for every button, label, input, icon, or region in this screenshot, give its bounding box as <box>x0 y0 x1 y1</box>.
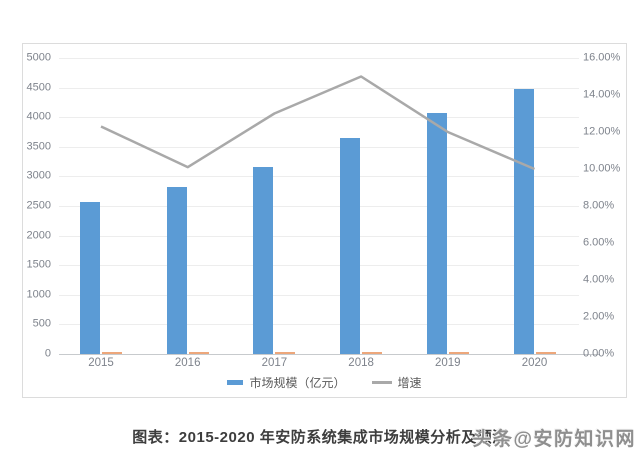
legend-item-growth: 增速 <box>371 374 422 391</box>
x-axis-label: 2019 <box>435 357 461 369</box>
near-zero-bar <box>535 352 556 354</box>
gridline <box>59 235 579 237</box>
market-scale-bar <box>513 88 534 354</box>
near-zero-bar <box>188 352 209 354</box>
left-axis-tick: 3500 <box>26 140 51 153</box>
x-axis-line <box>59 354 600 355</box>
line-swatch-icon <box>371 381 392 384</box>
right-axis-tick: 14.00% <box>583 88 621 101</box>
gridline <box>59 294 579 296</box>
right-axis-tick: 16.00% <box>583 51 621 64</box>
x-axis-label: 2017 <box>261 357 288 369</box>
market-scale-bar <box>253 166 274 354</box>
growth-line <box>100 75 535 171</box>
left-axis-tick: 2000 <box>26 229 51 242</box>
left-axis-tick: 1500 <box>26 258 51 271</box>
gridline <box>59 206 579 207</box>
chart-caption: 图表：2015-2020 年安防系统集成市场规模分析及预测 <box>132 429 508 446</box>
legend-item-market-scale: 市场规模（亿元） <box>227 374 346 391</box>
right-axis-tick: 10.00% <box>583 162 621 175</box>
gridline <box>59 146 579 148</box>
left-axis-tick: 4500 <box>26 81 51 94</box>
left-axis-tick: 500 <box>32 317 51 330</box>
market-scale-bar <box>426 113 447 354</box>
right-axis-tick: 6.00% <box>583 236 615 249</box>
gridline <box>59 58 579 59</box>
right-axis-tick: 4.00% <box>583 273 615 286</box>
x-axis-label: 2016 <box>174 357 201 369</box>
gridline <box>59 265 579 267</box>
left-axis-tick: 3000 <box>26 169 51 182</box>
near-zero-bar <box>448 352 469 354</box>
bar-swatch-icon <box>227 380 244 385</box>
legend: 市场规模（亿元） 增速 <box>23 374 626 391</box>
left-axis-tick: 0 <box>44 347 51 360</box>
market-scale-bar <box>166 187 187 354</box>
left-axis-tick: 5000 <box>26 51 51 64</box>
x-axis-label: 2020 <box>521 357 548 369</box>
left-axis-tick: 1000 <box>26 288 51 301</box>
right-axis-tick: 0.00% <box>583 347 615 360</box>
near-zero-bar <box>362 352 383 354</box>
legend-label-growth: 增速 <box>397 376 422 390</box>
right-axis-tick: 8.00% <box>583 199 615 212</box>
chart-panel: 市场规模（亿元） 增速 5000 4500 4000 3500 3000 2500 2000… <box>22 43 627 398</box>
legend-label-market-scale: 市场规模（亿元） <box>249 376 346 390</box>
gridline <box>59 324 579 326</box>
left-axis-tick: 4000 <box>26 110 51 123</box>
right-axis-tick: 2.00% <box>583 310 615 323</box>
gridline <box>59 87 579 89</box>
near-zero-bar <box>102 352 122 354</box>
near-zero-bar <box>275 352 296 354</box>
right-axis-tick: 12.00% <box>583 125 621 138</box>
x-axis-label: 2018 <box>348 357 374 369</box>
gridline <box>59 117 579 119</box>
gridline <box>59 176 579 178</box>
x-axis-label: 2015 <box>88 357 114 369</box>
market-scale-bar <box>80 201 100 354</box>
watermark: 头条@安防知识网 <box>472 429 636 450</box>
left-axis-tick: 2500 <box>26 199 51 212</box>
market-scale-bar <box>340 138 361 354</box>
